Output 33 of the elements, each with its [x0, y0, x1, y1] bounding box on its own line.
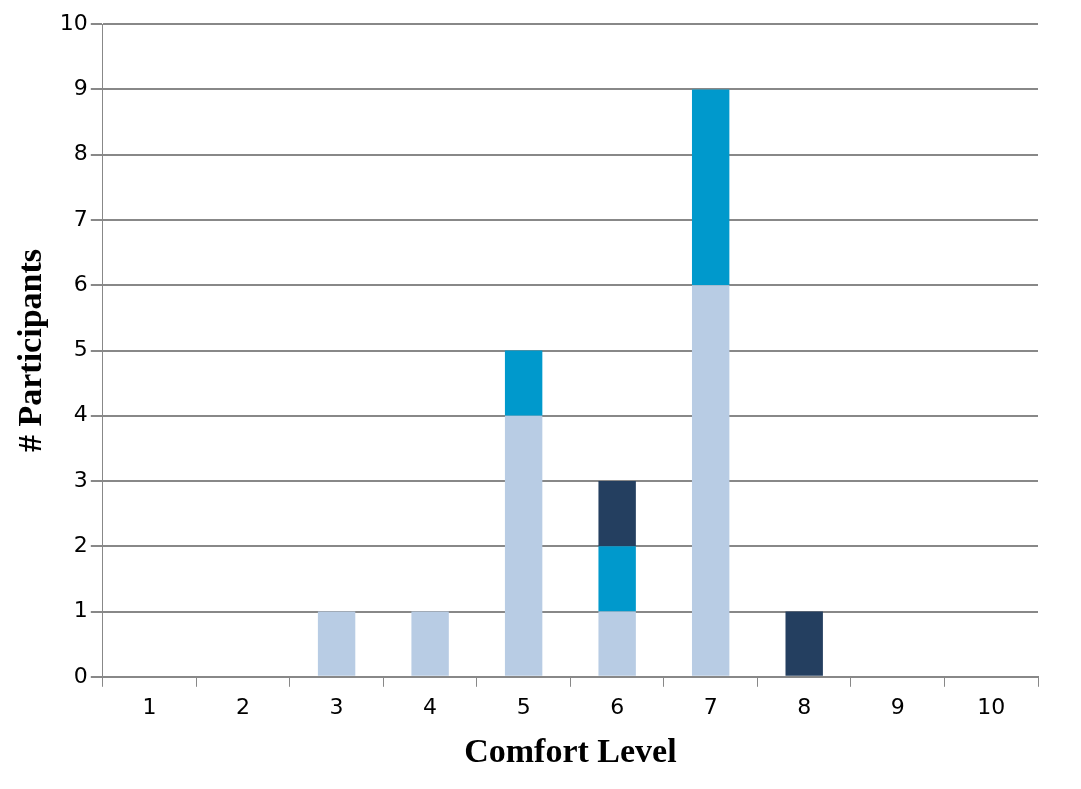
- bar: [317, 611, 356, 676]
- bar: [598, 481, 636, 547]
- bar: [504, 350, 543, 416]
- y-tick-label: 8: [73, 140, 88, 166]
- y-tick-label: 10: [59, 9, 88, 35]
- x-tick-label: 8: [797, 693, 812, 719]
- x-tick-label: 10: [977, 693, 1006, 719]
- bar: [691, 89, 730, 286]
- y-tick-label: 5: [73, 336, 88, 362]
- y-tick-label: 6: [73, 270, 88, 296]
- bar: [598, 611, 636, 676]
- x-tick-label: 2: [236, 693, 251, 719]
- bar: [411, 611, 449, 676]
- y-tick-label: 1: [73, 597, 88, 623]
- bar: [504, 415, 543, 676]
- x-axis-title: Comfort Level: [464, 732, 677, 770]
- y-tick-label: 9: [73, 75, 88, 101]
- y-tick-label: 7: [73, 205, 88, 231]
- bar: [598, 546, 636, 612]
- y-axis-title: # Participants: [11, 248, 49, 453]
- x-tick-label: 7: [703, 693, 718, 719]
- x-tick-label: 5: [516, 693, 531, 719]
- y-tick-label: 2: [73, 532, 88, 557]
- bar: [691, 285, 730, 676]
- x-tick-label: 6: [610, 693, 625, 719]
- y-tick-label: 4: [73, 401, 88, 427]
- x-tick-label: 1: [142, 693, 157, 719]
- x-tick-label: 4: [423, 693, 438, 719]
- bar: [785, 611, 823, 676]
- x-tick-label: 9: [890, 693, 905, 719]
- x-tick-label: 3: [329, 693, 344, 719]
- y-tick-label: 3: [73, 466, 88, 492]
- y-tick-label: 0: [73, 662, 88, 688]
